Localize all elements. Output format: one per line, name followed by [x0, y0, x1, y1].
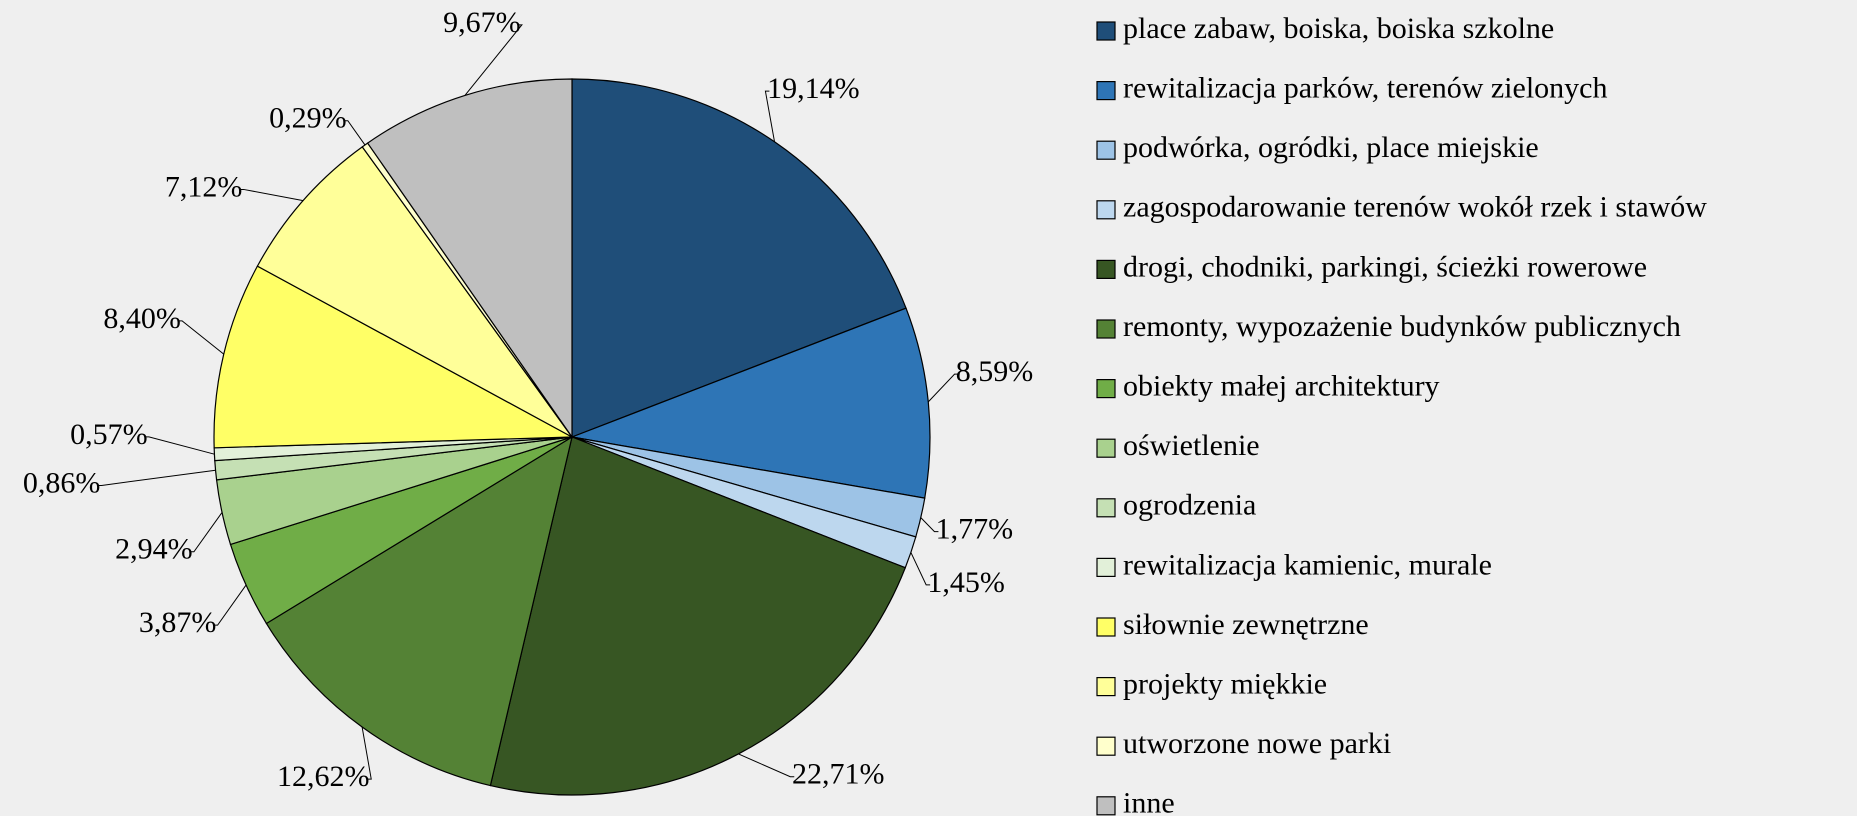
leader-line [910, 552, 931, 586]
leader-line [738, 753, 795, 778]
leader-line [213, 584, 247, 626]
pie-slice [489, 436, 907, 796]
data-label: 0,29% [269, 102, 347, 135]
legend-label: ogrodzenia [1123, 489, 1256, 522]
leader-line [97, 469, 216, 486]
leader-line [920, 517, 939, 533]
data-label: 1,77% [936, 513, 1014, 546]
data-label: 0,86% [23, 466, 101, 499]
legend-label: zagospodarowanie terenów wokół rzek i st… [1123, 191, 1707, 224]
legend-swatch [1096, 319, 1116, 339]
data-label: 8,40% [103, 302, 181, 335]
legend-swatch [1096, 80, 1116, 101]
pie-slice [256, 146, 573, 438]
leader-line [361, 726, 372, 780]
legend-swatch [1096, 736, 1116, 756]
legend-label: place zabaw, boiska, boiska szkolne [1123, 12, 1554, 45]
data-label: 8,59% [956, 355, 1034, 388]
leader-line [144, 436, 215, 455]
data-label: 0,57% [70, 418, 148, 451]
legend-swatch [1096, 438, 1116, 458]
leader-line [178, 320, 225, 355]
data-label: 2,94% [115, 533, 193, 566]
legend-swatch [1096, 498, 1116, 518]
data-label: 3,87% [139, 606, 217, 639]
legend-swatch [1096, 379, 1116, 399]
data-label: 1,45% [927, 566, 1005, 599]
legend-swatch [1096, 140, 1116, 160]
data-label: 12,62% [277, 760, 370, 793]
legend-label: drogi, chodniki, parkingi, ścieżki rower… [1123, 250, 1647, 283]
legend-label: oświetlenie [1123, 429, 1260, 462]
legend-swatch [1096, 617, 1116, 637]
data-label: 9,67% [443, 6, 521, 39]
legend-label: utworzone nowe parki [1123, 727, 1391, 760]
data-label: 7,12% [165, 170, 243, 203]
leader-line [764, 90, 776, 142]
legend-swatch [1096, 259, 1116, 279]
legend-label: projekty miękkie [1123, 667, 1327, 700]
legend-label: obiekty małej architektury [1123, 369, 1440, 402]
pie-slice [569, 307, 931, 499]
leader-line [239, 188, 304, 202]
legend-label: remonty, wypozażenie budynków publicznyc… [1123, 310, 1681, 343]
legend-label: rewitalizacja kamienic, murale [1123, 548, 1492, 581]
legend-swatch [1096, 200, 1116, 220]
data-label: 19,14% [767, 72, 860, 105]
leader-line [189, 512, 223, 553]
legend-swatch [1096, 557, 1116, 578]
legend-label: podwórka, ogródki, place miejskie [1123, 131, 1539, 164]
leader-line [343, 120, 366, 146]
legend-swatch [1096, 796, 1116, 816]
data-label: 22,71% [792, 758, 885, 791]
leader-line [464, 24, 523, 96]
legend-label: siłownie zewnętrzne [1123, 608, 1369, 641]
legend-label: rewitalizacja parków, terenów zielonych [1123, 71, 1607, 104]
legend-label: inne [1123, 787, 1175, 816]
leader-line [927, 373, 959, 403]
pie-slice [265, 435, 573, 787]
legend-swatch [1096, 676, 1116, 697]
legend-swatch [1096, 21, 1116, 41]
